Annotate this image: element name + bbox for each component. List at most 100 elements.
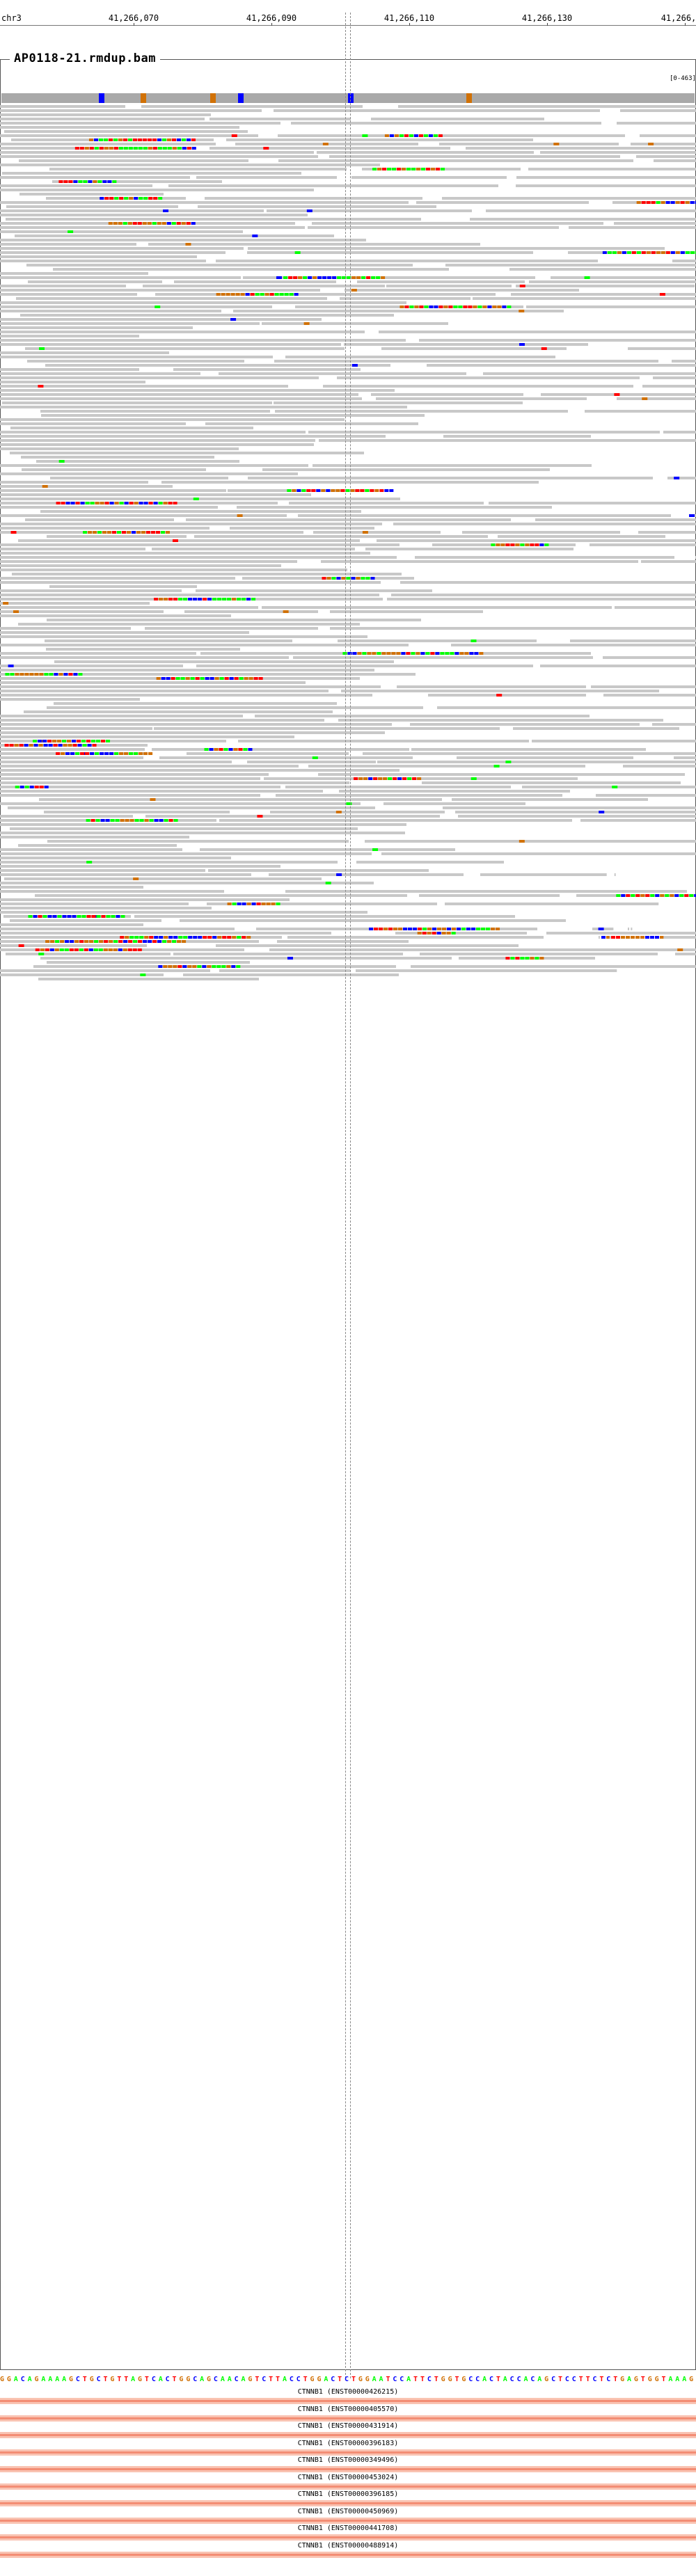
reference-base: A bbox=[131, 2376, 136, 2383]
reference-base: A bbox=[537, 2376, 542, 2383]
softclip-base bbox=[148, 502, 153, 504]
reference-base: A bbox=[668, 2376, 673, 2383]
aligned-read bbox=[173, 953, 403, 955]
softclip-base bbox=[134, 502, 139, 504]
softclip-base bbox=[539, 543, 544, 546]
softclip-base bbox=[94, 147, 99, 150]
aligned-read bbox=[248, 247, 665, 250]
softclip-base bbox=[148, 940, 152, 943]
aligned-read bbox=[667, 477, 696, 479]
mismatch-base bbox=[133, 877, 139, 880]
softclip-base bbox=[168, 819, 173, 822]
gene-transcript[interactable]: CTNNB1 (ENST00000396185) bbox=[0, 2490, 696, 2507]
aligned-read bbox=[0, 823, 406, 826]
softclip-base bbox=[217, 936, 222, 939]
softclip-base bbox=[120, 819, 125, 822]
softclip-base bbox=[160, 531, 165, 534]
gene-transcript[interactable]: CTNNB1 (ENST00000349496) bbox=[0, 2456, 696, 2473]
aligned-read bbox=[0, 397, 362, 400]
aligned-read bbox=[509, 268, 696, 271]
aligned-read bbox=[238, 740, 529, 742]
transcript-label: CTNNB1 (ENST00000405570) bbox=[297, 2405, 399, 2413]
aligned-read bbox=[393, 523, 696, 525]
aligned-read bbox=[516, 176, 696, 179]
aligned-read bbox=[285, 356, 555, 358]
softclip-base bbox=[122, 138, 127, 141]
gene-transcript[interactable]: CTNNB1 (ENST00000431914) bbox=[0, 2422, 696, 2439]
softclip-base bbox=[96, 740, 101, 742]
aligned-read bbox=[209, 118, 351, 120]
softclip-base bbox=[188, 598, 193, 601]
gene-transcript[interactable]: CTNNB1 (ENST00000450969) bbox=[0, 2508, 696, 2525]
softclip-base bbox=[383, 777, 388, 780]
read-pileup[interactable] bbox=[0, 104, 696, 1079]
softclip-base bbox=[376, 276, 381, 279]
softclip-base bbox=[445, 652, 450, 655]
gene-transcript[interactable]: CTNNB1 (ENST00000396183) bbox=[0, 2440, 696, 2456]
coverage-track[interactable] bbox=[1, 93, 695, 104]
aligned-read bbox=[363, 752, 696, 755]
softclip-base bbox=[200, 677, 205, 680]
softclip-base bbox=[69, 948, 74, 951]
aligned-read bbox=[0, 594, 379, 596]
aligned-read bbox=[269, 948, 631, 951]
softclip-base bbox=[86, 915, 91, 918]
aligned-read bbox=[0, 669, 374, 671]
coordinate-ruler[interactable]: chr3 41,266,070 41,266,090 41,266,110 41… bbox=[0, 0, 696, 26]
softclip-base bbox=[242, 903, 246, 905]
reference-base: G bbox=[647, 2376, 652, 2383]
reference-base: T bbox=[613, 2376, 618, 2383]
aligned-read bbox=[411, 965, 696, 968]
aligned-read bbox=[0, 485, 173, 488]
aligned-read bbox=[0, 765, 299, 768]
softclip-base bbox=[44, 673, 49, 676]
softclip-base bbox=[258, 677, 263, 680]
coverage-mismatch bbox=[141, 93, 146, 103]
softclip-base bbox=[630, 936, 635, 939]
softclip-base bbox=[94, 940, 99, 943]
softclip-base bbox=[67, 740, 72, 742]
gene-transcript[interactable]: CTNNB1 (ENST00000426215) bbox=[0, 2388, 696, 2405]
aligned-read bbox=[4, 130, 248, 133]
aligned-read bbox=[134, 915, 515, 918]
softclip-base bbox=[411, 652, 416, 655]
transcript-label: CTNNB1 (ENST00000441708) bbox=[297, 2525, 399, 2532]
softclip-base bbox=[234, 677, 239, 680]
gene-transcript[interactable]: CTNNB1 (ENST00000453024) bbox=[0, 2474, 696, 2490]
softclip-base bbox=[654, 936, 659, 939]
softclip-base bbox=[466, 928, 471, 930]
softclip-base bbox=[690, 251, 695, 254]
softclip-base bbox=[544, 543, 549, 546]
softclip-base bbox=[142, 222, 147, 225]
aligned-read bbox=[546, 932, 696, 935]
softclip-base bbox=[93, 180, 97, 183]
mismatch-base bbox=[42, 485, 48, 488]
aligned-read bbox=[0, 472, 298, 475]
coverage-mismatch bbox=[348, 93, 354, 103]
softclip-base bbox=[114, 752, 119, 755]
gene-track[interactable]: CTNNB1 (ENST00000426215) CTNNB1 (ENST0000… bbox=[0, 2388, 696, 2576]
softclip-base bbox=[240, 293, 245, 296]
gene-transcript[interactable]: CTNNB1 (ENST00000441708) bbox=[0, 2525, 696, 2541]
aligned-read bbox=[427, 364, 696, 367]
aligned-read bbox=[308, 431, 660, 434]
aligned-read bbox=[0, 673, 416, 676]
softclip-base bbox=[132, 222, 137, 225]
panel-top-border bbox=[0, 59, 696, 60]
aligned-read bbox=[420, 953, 658, 955]
softclip-base bbox=[336, 577, 341, 580]
softclip-base bbox=[159, 598, 164, 601]
aligned-read bbox=[198, 205, 436, 208]
softclip-base bbox=[134, 752, 139, 755]
aligned-read bbox=[458, 815, 696, 818]
gene-transcript[interactable]: CTNNB1 (ENST00000488914) bbox=[0, 2542, 696, 2559]
aligned-read bbox=[522, 786, 696, 788]
panel-title[interactable]: AP0118-21.rmdup.bam bbox=[10, 51, 160, 65]
softclip-base bbox=[266, 903, 271, 905]
softclip-base bbox=[77, 744, 82, 747]
gene-transcript[interactable]: CTNNB1 (ENST00000405570) bbox=[0, 2406, 696, 2422]
aligned-read bbox=[411, 748, 646, 751]
softclip-base bbox=[152, 138, 157, 141]
softclip-base bbox=[394, 134, 399, 137]
softclip-base bbox=[255, 293, 260, 296]
